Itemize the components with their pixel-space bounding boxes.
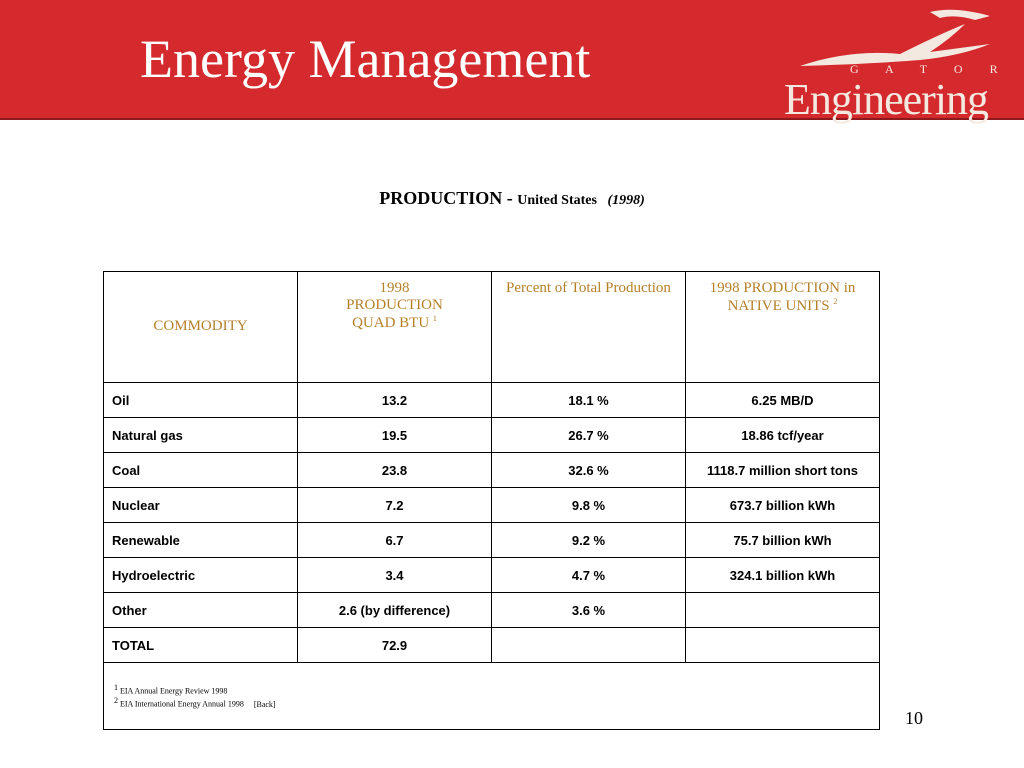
table-row: Natural gas 19.5 26.7 % 18.86 tcf/year: [103, 417, 880, 453]
footnote-text: EIA Annual Energy Review 1998: [120, 687, 228, 696]
table-cell: Other: [103, 592, 298, 628]
page-number: 10: [905, 708, 923, 728]
footnote-ref: 2: [833, 297, 838, 306]
slide-title: Energy Management: [140, 29, 591, 89]
table-cell: 13.2: [297, 382, 492, 418]
footnote-mark: 2: [114, 696, 118, 705]
table-cell: 9.2 %: [491, 522, 686, 558]
header-cell: 1998 PRODUCTION QUAD BTU 1: [297, 271, 492, 383]
table-cell: 6.25 MB/D: [685, 382, 880, 418]
footnote-ref: 1: [432, 314, 437, 323]
table-cell: Renewable: [103, 522, 298, 558]
table-cell: 3.4: [297, 557, 492, 593]
table-cell: TOTAL: [103, 627, 298, 663]
table-cell: 324.1 billion kWh: [685, 557, 880, 593]
subtitle-main: PRODUCTION -: [379, 188, 513, 208]
footnote: 1 EIA Annual Energy Review 1998: [114, 683, 875, 696]
table-cell: 32.6 %: [491, 452, 686, 488]
header-text: COMMODITY: [153, 318, 248, 334]
table-cell: 9.8 %: [491, 487, 686, 523]
back-link[interactable]: [Back]: [253, 699, 276, 709]
table-row: Hydroelectric 3.4 4.7 % 324.1 billion kWh: [103, 557, 880, 593]
footnote-mark: 1: [114, 683, 118, 693]
header-row: COMMODITY 1998 PRODUCTION QUAD BTU 1 Perce…: [103, 271, 880, 383]
table-cell: Nuclear: [103, 487, 298, 523]
header-cell: 1998 PRODUCTION in NATIVE UNITS 2: [685, 271, 880, 383]
header-text: 1998 PRODUCTION QUAD BTU 1: [346, 280, 443, 331]
footnote: 2 EIA International Energy Annual 1998 [B…: [114, 696, 875, 709]
production-table: COMMODITY 1998 PRODUCTION QUAD BTU 1 Perce…: [103, 271, 880, 730]
footnote-row: 1 EIA Annual Energy Review 1998 2 EIA Int…: [103, 662, 880, 730]
table-cell: Natural gas: [103, 417, 298, 453]
table-cell: 72.9: [297, 627, 492, 663]
header-cell: Percent of Total Production: [491, 271, 686, 383]
table-cell: 23.8: [297, 452, 492, 488]
table-row: Nuclear 7.2 9.8 % 673.7 billion kWh: [103, 487, 880, 523]
subtitle-region: United States: [517, 193, 597, 208]
table-row: Renewable 6.7 9.2 % 75.7 billion kWh: [103, 522, 880, 558]
table-cell: Oil: [103, 382, 298, 418]
table-cell: Hydroelectric: [103, 557, 298, 593]
table-cell: 1118.7 million short tons: [685, 452, 880, 488]
empty-cell: [685, 627, 880, 663]
table-row: TOTAL 72.9: [103, 627, 880, 663]
subtitle-year: (1998): [607, 193, 645, 208]
table-cell: 19.5: [297, 417, 492, 453]
table-cell: 18.1 %: [491, 382, 686, 418]
empty-cell: [685, 592, 880, 628]
table-cell: 7.2: [297, 487, 492, 523]
table-row: Oil 13.2 18.1 % 6.25 MB/D: [103, 382, 880, 418]
table-cell: 75.7 billion kWh: [685, 522, 880, 558]
table-cell: 6.7: [297, 522, 492, 558]
header-cell: COMMODITY: [103, 271, 298, 383]
header-text: 1998 PRODUCTION in NATIVE UNITS 2: [709, 280, 856, 314]
table-cell: 3.6 %: [491, 592, 686, 628]
table-cell: 2.6 (by difference): [297, 592, 492, 628]
header-text: Percent of Total Production: [506, 280, 671, 296]
header-bar: Energy Management G A T O R Engineering: [0, 0, 1024, 124]
table-cell: 26.7 %: [491, 417, 686, 453]
table-cell: 673.7 billion kWh: [685, 487, 880, 523]
table-cell: 4.7 %: [491, 557, 686, 593]
table-row: Other 2.6 (by difference) 3.6 %: [103, 592, 880, 628]
footnote-text: EIA International Energy Annual 1998: [120, 699, 244, 709]
logo-gator: [800, 9, 990, 66]
footnote-cell: 1 EIA Annual Energy Review 1998 2 EIA Int…: [103, 662, 880, 730]
logo-letters: G A T O R: [850, 62, 1010, 76]
empty-cell: [491, 627, 686, 663]
table-cell: Coal: [103, 452, 298, 488]
table-row: Coal 23.8 32.6 % 1118.7 million short tons: [103, 452, 880, 488]
logo-text: Engineering: [784, 75, 989, 124]
table-cell: 18.86 tcf/year: [685, 417, 880, 453]
subtitle: PRODUCTION - United States (1998): [0, 188, 1024, 209]
